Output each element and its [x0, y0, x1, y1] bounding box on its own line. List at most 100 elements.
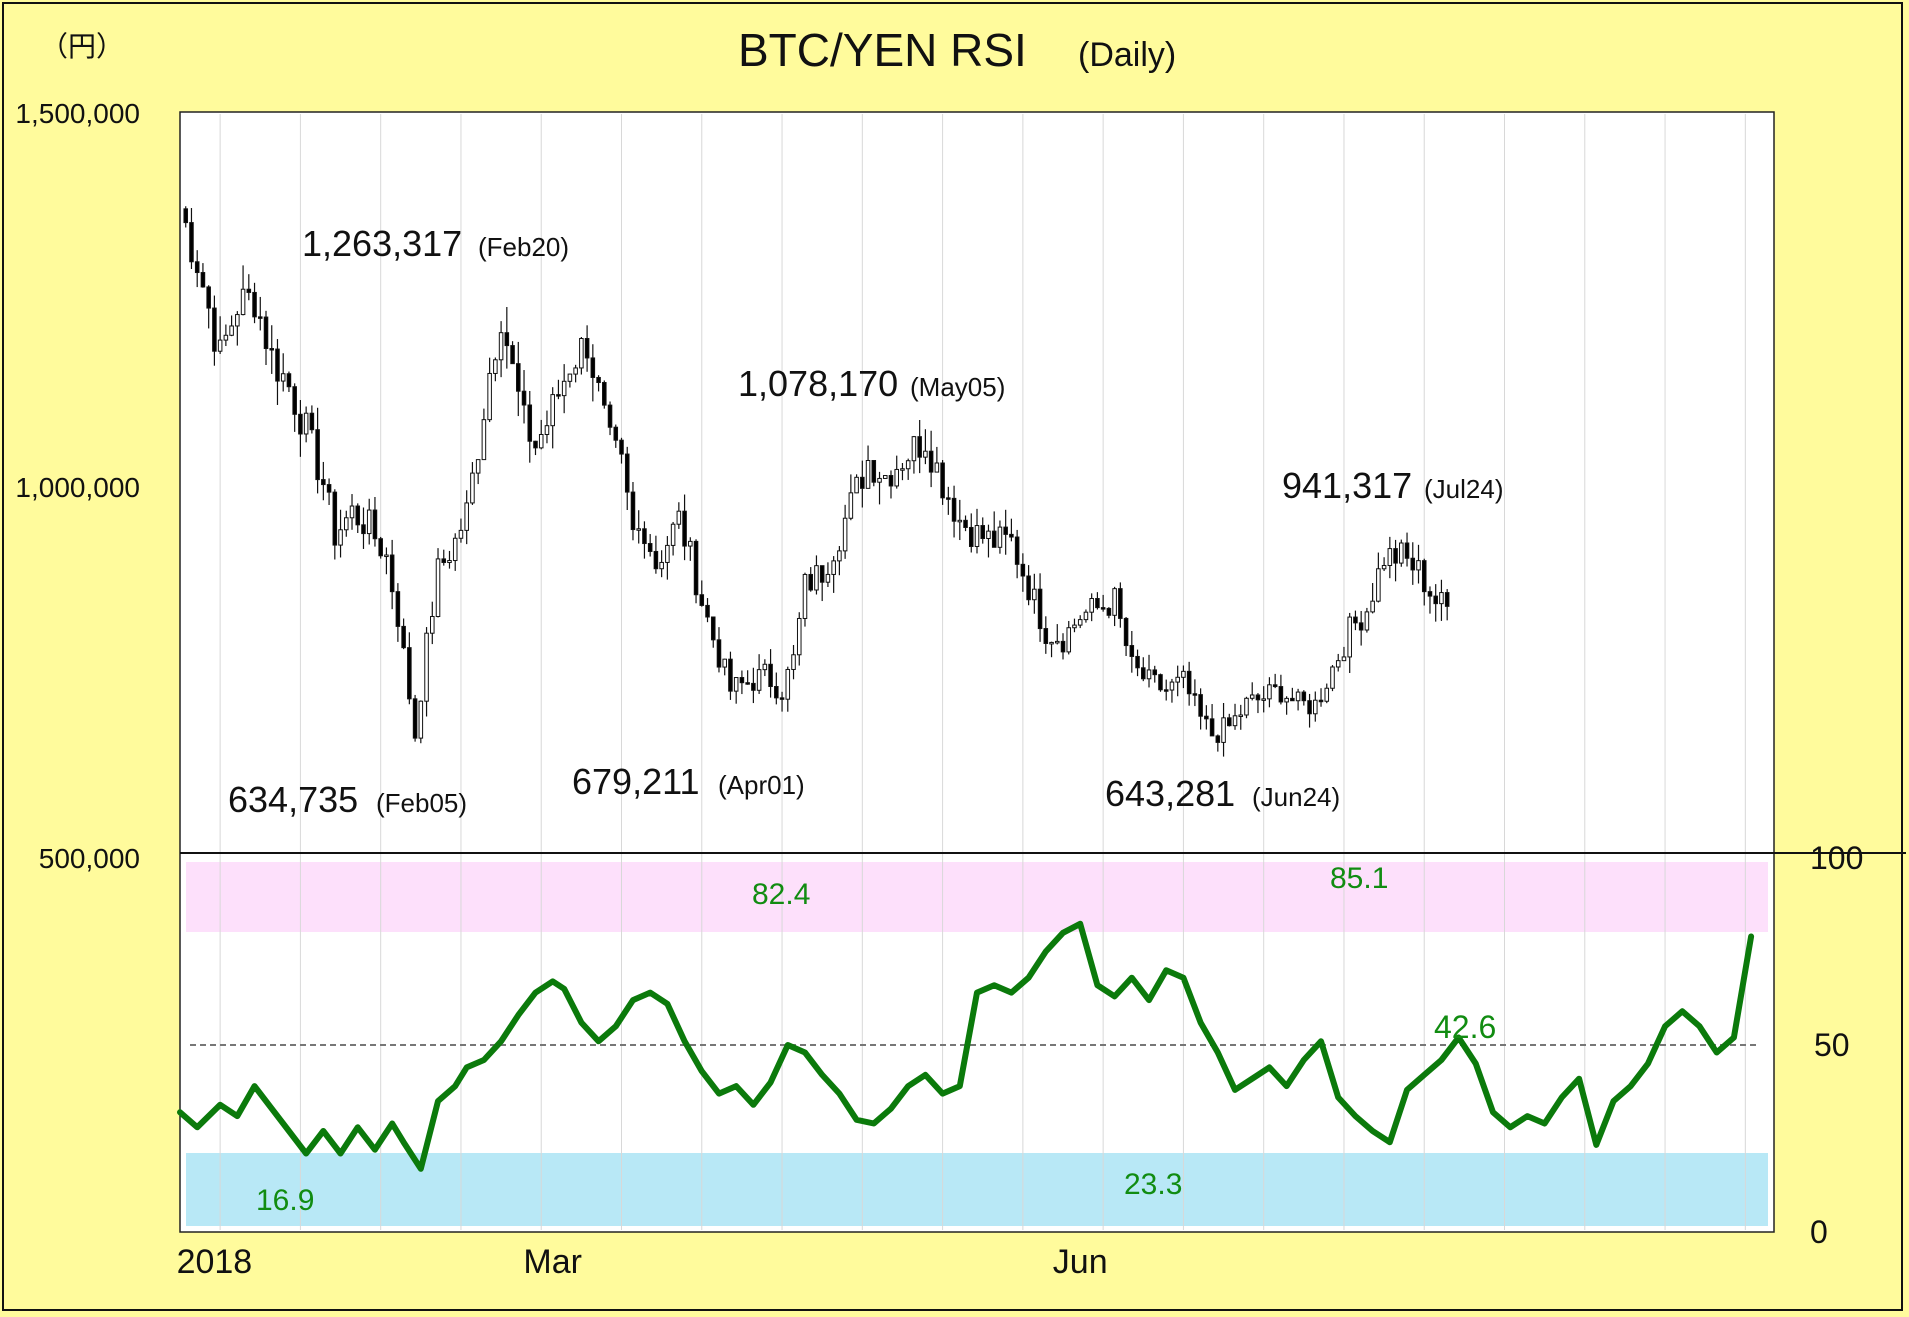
candle-body [521, 390, 527, 406]
candle-body [1204, 715, 1209, 720]
candle-body [481, 419, 487, 461]
candle-body [240, 288, 246, 316]
candle-body [693, 540, 699, 596]
candle-body [1198, 694, 1203, 717]
candle-body [1123, 617, 1129, 647]
candle-body [1284, 697, 1289, 703]
candle-body [946, 497, 951, 500]
candle-body [808, 573, 813, 591]
candle-body [280, 373, 286, 382]
price-annotation-date: (May05) [910, 372, 1005, 402]
candle-body [1077, 619, 1083, 626]
candle-body [493, 359, 498, 374]
candle-body [384, 554, 389, 558]
candle-body [825, 573, 831, 583]
candle-body [1083, 611, 1089, 621]
candle-body [877, 477, 882, 483]
candle-body [229, 325, 234, 336]
candle-body [475, 459, 481, 474]
candle-body [934, 462, 940, 473]
candle-body [785, 668, 791, 700]
candle-body [590, 357, 596, 378]
candle-body [1255, 694, 1261, 701]
candle-body [1072, 624, 1077, 629]
candle-body [1227, 717, 1232, 727]
candle-body [200, 272, 206, 288]
candle-body [212, 307, 217, 352]
candle-body [257, 316, 263, 319]
candle-body [997, 526, 1003, 548]
candle-body [321, 479, 326, 486]
candle-body [888, 475, 894, 487]
candle-body [1003, 526, 1008, 535]
candle-body [298, 413, 303, 435]
price-tick-label: 1,500,000 [15, 98, 140, 129]
candle-body [1054, 640, 1060, 644]
candle-body [1232, 715, 1238, 727]
candle-body [498, 332, 504, 361]
rsi-tick-label: 100 [1810, 840, 1863, 876]
candle-body [1049, 641, 1054, 645]
candle-body [602, 382, 607, 406]
candle-body [510, 345, 515, 365]
candle-body [596, 376, 601, 384]
candle-body [1215, 735, 1221, 743]
candle-body [905, 460, 911, 470]
candle-body [613, 426, 619, 441]
candle-body [355, 505, 361, 526]
rsi-tick-label: 50 [1814, 1027, 1850, 1063]
candle-body [315, 429, 320, 481]
candle-body [768, 663, 773, 687]
candle-body [647, 543, 653, 552]
chart-title: BTC/YEN RSI [738, 24, 1027, 76]
candle-body [1358, 622, 1364, 631]
price-annotation-value: 643,281 [1105, 773, 1235, 814]
candle-body [252, 291, 257, 318]
candle-body [1261, 698, 1266, 701]
candle-body [246, 288, 252, 293]
candle-body [1318, 699, 1324, 703]
candle-body [991, 530, 997, 548]
rsi-annotation: 23.3 [1124, 1168, 1182, 1201]
candle-body [1307, 700, 1312, 715]
candle-body [923, 450, 928, 458]
rsi-annotation: 16.9 [256, 1184, 314, 1217]
candle-body [1141, 667, 1146, 680]
candle-body [464, 502, 469, 531]
candle-body [1209, 718, 1215, 737]
rsi-annotation: 42.6 [1434, 1009, 1496, 1045]
candle-body [1341, 656, 1347, 662]
candle-body [1370, 600, 1375, 613]
candle-body [1089, 598, 1094, 613]
candle-body [1416, 560, 1421, 571]
candle-body [1404, 542, 1410, 559]
candle-body [430, 616, 435, 634]
candle-body [1278, 686, 1284, 703]
candle-body [458, 529, 464, 539]
candle-body [533, 440, 538, 449]
candle-body [1267, 684, 1272, 700]
candle-body [217, 339, 223, 352]
candle-body [1175, 676, 1180, 683]
candle-body [1181, 670, 1186, 678]
candle-body [1032, 588, 1037, 601]
candle-body [831, 560, 836, 575]
candle-body [1421, 560, 1427, 593]
candle-body [1026, 575, 1031, 601]
candle-body [1009, 533, 1014, 538]
candle-body [653, 550, 659, 570]
candle-body [372, 509, 378, 540]
candle-body [1249, 694, 1255, 699]
candle-body [624, 453, 630, 493]
candle-body [705, 604, 710, 618]
candle-body [1037, 588, 1043, 630]
candle-body [1353, 616, 1358, 624]
candle-body [607, 404, 613, 428]
rsi-tick-label: 0 [1810, 1214, 1828, 1250]
candle-body [286, 373, 292, 388]
candle-body [395, 591, 401, 627]
candle-body [1387, 548, 1393, 567]
price-annotation-value: 634,735 [228, 779, 358, 820]
candle-body [733, 677, 739, 692]
